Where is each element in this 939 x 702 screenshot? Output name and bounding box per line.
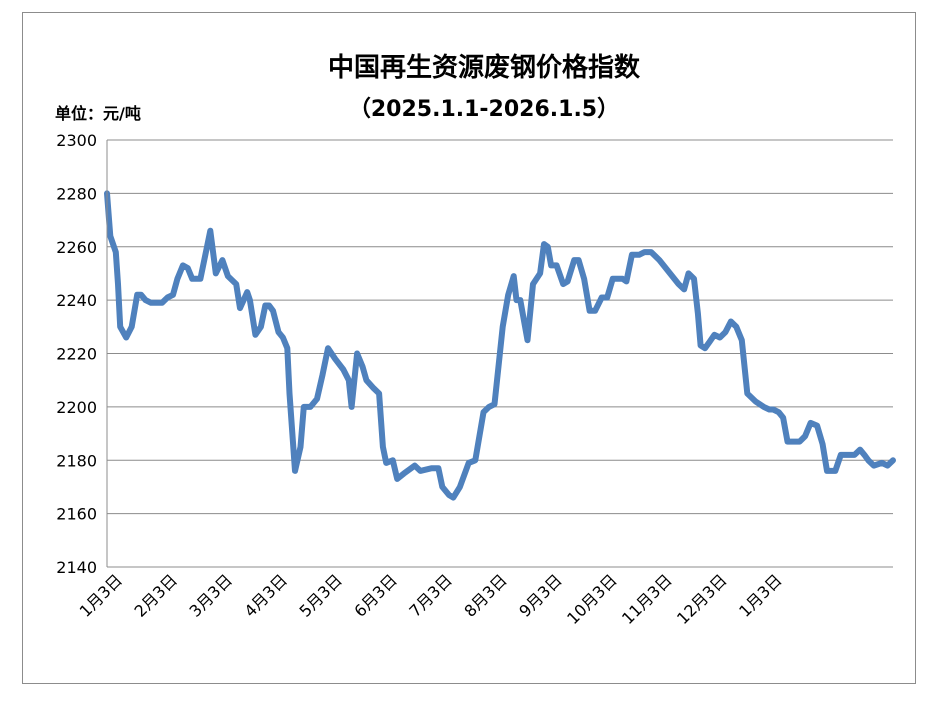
y-tick-label: 2160 [56,505,97,524]
y-tick-label: 2260 [56,238,97,257]
x-tick-group: 10月3日 [563,570,621,628]
y-tick-label: 2280 [56,184,97,203]
x-tick-label: 7月3日 [405,570,455,620]
x-tick-label: 2月3日 [131,570,181,620]
y-tick-label: 2180 [56,451,97,470]
chart-subtitle: （2025.1.1-2026.1.5） [349,97,619,122]
x-tick-label: 8月3日 [460,570,510,620]
x-tick-label: 11月3日 [618,570,676,628]
y-tick-label: 2220 [56,345,97,364]
x-tick-group: 9月3日 [515,570,565,620]
x-tick-group: 8月3日 [460,570,510,620]
x-tick-label: 9月3日 [515,570,565,620]
series-group [104,190,896,501]
x-tick-label: 1月3日 [735,570,785,620]
x-tick-label: 6月3日 [350,570,400,620]
x-tick-group: 6月3日 [350,570,400,620]
y-tick-labels: 2140 2160 2180 2200 2220 2240 2260 2280 2300 [56,131,97,577]
y-axis-unit-label: 单位：元/吨 [55,104,141,123]
x-tick-label: 12月3日 [673,570,731,628]
x-tick-group: 1月3日 [735,570,785,620]
axes [106,140,893,568]
x-tick-label: 5月3日 [295,570,345,620]
x-tick-labels: 1月3日 2月3日 3月3日 4月3日 5月3日 6月3日 7月3日 8月3日 9月3日10月3… [76,570,786,628]
x-tick-group: 1月3日 [76,570,126,620]
x-tick-label: 3月3日 [186,570,236,620]
series-line-0 [104,190,896,501]
chart-title: 中国再生资源废钢价格指数 [328,52,641,83]
x-tick-label: 10月3日 [563,570,621,628]
x-tick-group: 11月3日 [618,570,676,628]
x-tick-group: 2月3日 [131,570,181,620]
x-tick-group: 5月3日 [295,570,345,620]
x-tick-group: 3月3日 [186,570,236,620]
x-tick-group: 4月3日 [240,570,290,620]
x-tick-label: 4月3日 [240,570,290,620]
x-tick-label: 1月3日 [76,570,126,620]
chart-frame [22,12,916,684]
y-tick-label: 2240 [56,291,97,310]
x-tick-group: 7月3日 [405,570,455,620]
x-tick-group: 12月3日 [673,570,731,628]
y-tick-label: 2200 [56,398,97,417]
y-tick-label: 2140 [56,558,97,577]
y-tick-label: 2300 [56,131,97,150]
